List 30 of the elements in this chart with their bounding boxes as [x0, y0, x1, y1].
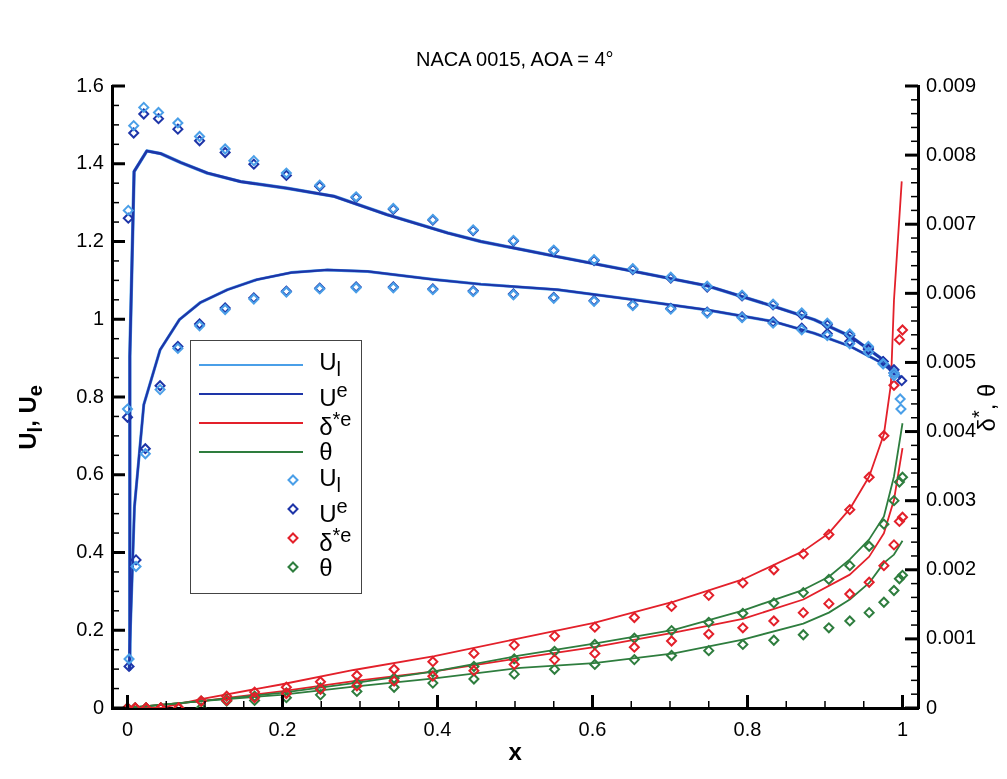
legend-label: U$_{l}$ — [319, 347, 341, 381]
x-tick-label: 0.8 — [733, 717, 762, 740]
y2-tick-label: 0.002 — [926, 557, 977, 580]
y-tick-label: 0.2 — [76, 617, 104, 640]
y2-tick-label: 0.005 — [926, 349, 977, 372]
x-tick-label: 0.6 — [578, 717, 607, 740]
y-tick-label: 0.8 — [76, 384, 104, 407]
y2-tick-label: 0.003 — [926, 488, 977, 511]
y-tick-label: 0.6 — [76, 462, 104, 485]
legend-label: U$_{l}$ — [319, 463, 341, 497]
y2-tick-label: 0.009 — [926, 73, 977, 96]
x-tick-label: 0.2 — [268, 717, 297, 740]
y2-tick-label: 0.001 — [926, 626, 977, 649]
x-tick-label: 0 — [121, 717, 134, 740]
legend-label: θ — [319, 438, 333, 466]
x-tick-label: 0.4 — [423, 717, 452, 740]
y-tick-label: 1.4 — [76, 151, 104, 174]
y2-tick-label: 0.008 — [926, 142, 977, 165]
y-tick-label: 0.4 — [76, 540, 104, 563]
legend-label: θ — [319, 554, 333, 582]
chart-title: NACA 0015, AOA = 4° — [416, 48, 614, 71]
x-tick-label: 1 — [896, 717, 909, 740]
y2-tick-label: 0.006 — [926, 280, 977, 303]
x-axis-title: x — [508, 738, 522, 766]
y2-tick-label: 0 — [926, 695, 938, 718]
y-tick-label: 1.2 — [76, 229, 104, 252]
y-tick-label: 0 — [92, 695, 104, 718]
y-tick-label: 1 — [92, 306, 104, 329]
y2-tick-label: 0.007 — [926, 211, 977, 234]
y-tick-label: 1.6 — [76, 73, 104, 96]
